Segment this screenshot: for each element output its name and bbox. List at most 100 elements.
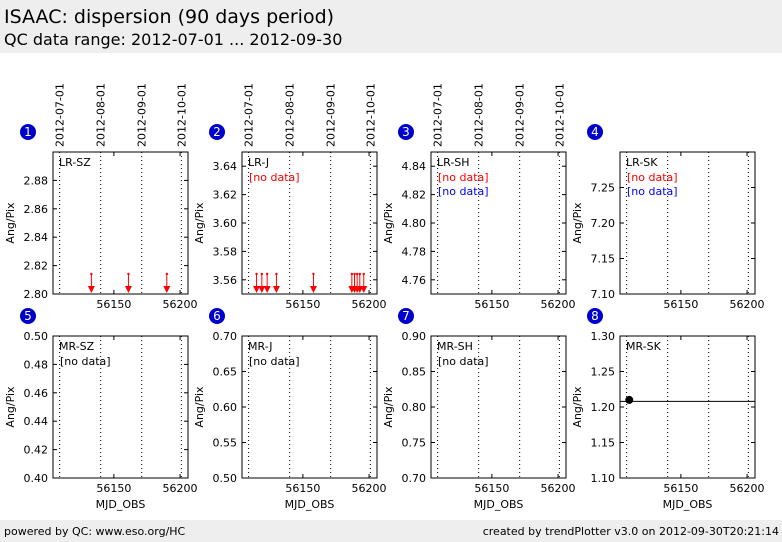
- marker-arrow: [272, 286, 280, 293]
- y-tick-label: 7.25: [591, 182, 616, 195]
- no-data-note: [no data]: [60, 355, 111, 368]
- no-data-note: [no data]: [438, 171, 489, 184]
- y-tick-label: 0.46: [24, 387, 49, 400]
- lower-limit-marker: [124, 272, 132, 293]
- lower-limit-marker: [360, 272, 368, 293]
- x-tick-label: 56150: [663, 298, 698, 311]
- date-tick-label: 2012-10-01: [175, 83, 188, 147]
- y-tick-label: 2.88: [24, 174, 49, 187]
- page-subtitle: QC data range: 2012-07-01 ... 2012-09-30: [4, 30, 343, 49]
- date-tick-label: 2012-10-01: [364, 83, 377, 147]
- chart-panel-6: 56150 56200 0.50 0.55 0.60 0.65 0.70 Ang/Pix MJD…: [193, 308, 387, 511]
- x-tick-label: 56150: [474, 298, 509, 311]
- y-tick-label: 0.42: [24, 444, 49, 457]
- header-bar: ISAAC: dispersion (90 days period) QC da…: [0, 0, 782, 53]
- marker-cap: [350, 272, 354, 276]
- marker-arrow: [258, 286, 266, 293]
- marker-cap: [312, 272, 315, 276]
- date-tick-label: 2012-08-01: [95, 83, 108, 147]
- y-tick-label: 0.70: [213, 330, 238, 343]
- y-tick-label: 0.48: [24, 358, 49, 371]
- footer-created: created by trendPlotter v3.0 on 2012-09-…: [482, 525, 779, 538]
- lower-limit-marker: [309, 272, 317, 293]
- chart-panel-2: 56150 56200 3.56 3.58 3.60 3.62 3.64 Ang/Pix 201…: [193, 83, 387, 311]
- panel-badge-number: 1: [24, 125, 32, 139]
- y-tick-label: 4.82: [402, 189, 427, 202]
- panel-label: MR-J: [248, 340, 273, 353]
- chart-panel-5: 56150 56200 0.40 0.42 0.44 0.46 0.48 0.50 Ang/Pi…: [4, 308, 198, 511]
- no-data-note: [no data]: [438, 185, 489, 198]
- y-tick-label: 7.15: [591, 253, 616, 266]
- date-tick-label: 2012-07-01: [432, 83, 445, 147]
- y-tick-label: 2.82: [24, 260, 49, 273]
- no-data-note: [no data]: [627, 185, 678, 198]
- marker-arrow: [87, 286, 95, 293]
- lower-limit-marker: [253, 272, 261, 293]
- lower-limit-marker: [272, 272, 280, 293]
- panel-badge: [398, 124, 414, 140]
- x-tick-label: 56200: [163, 482, 198, 495]
- no-data-note: [no data]: [438, 355, 489, 368]
- marker-arrow: [163, 286, 171, 293]
- y-tick-label: 1.10: [591, 472, 616, 485]
- chart-panel-3: 56150 56200 4.76 4.78 4.80 4.82 4.84 Ang/Pix 201…: [382, 83, 576, 311]
- marker-cap: [358, 272, 361, 276]
- x-tick-label: 56150: [96, 298, 131, 311]
- y-tick-label: 0.80: [402, 401, 427, 414]
- y-tick-label: 2.86: [24, 203, 49, 216]
- lower-limit-marker: [258, 272, 266, 293]
- lower-limit-marker: [263, 272, 271, 293]
- chart-panel-1: 56150 56200 2.80 2.82 2.84 2.86 2.88 Ang/Pix 201…: [4, 83, 198, 311]
- y-axis-label: Ang/Pix: [193, 202, 206, 244]
- date-tick-label: 2012-09-01: [136, 83, 149, 147]
- page-title: ISAAC: dispersion (90 days period): [4, 6, 335, 28]
- marker-cap: [275, 272, 278, 276]
- panel-label: MR-SZ: [59, 340, 95, 353]
- marker-arrow: [124, 286, 132, 293]
- plot-frame: [430, 335, 567, 479]
- no-data-note: [no data]: [249, 171, 300, 184]
- x-tick-label: 56200: [163, 298, 198, 311]
- y-axis-label: Ang/Pix: [193, 386, 206, 428]
- marker-cap: [90, 272, 93, 276]
- y-tick-label: 3.56: [213, 274, 238, 287]
- panel-badge-number: 2: [213, 125, 221, 139]
- panel-label: MR-SK: [626, 340, 662, 353]
- y-tick-label: 0.90: [402, 330, 427, 343]
- marker-cap: [165, 272, 169, 276]
- date-tick-label: 2012-09-01: [514, 83, 527, 147]
- marker-cap: [355, 272, 359, 276]
- y-axis-label: Ang/Pix: [382, 202, 395, 244]
- panel-badge: [20, 308, 36, 324]
- plot-frame: [619, 335, 756, 479]
- y-tick-label: 0.40: [24, 472, 49, 485]
- y-tick-label: 0.85: [402, 366, 427, 379]
- chart-panel-8: 56150 56200 1.10 1.15 1.20 1.25 1.30 Ang/Pix MJD…: [571, 308, 765, 511]
- marker-cap: [260, 272, 264, 276]
- y-axis-label: Ang/Pix: [571, 202, 584, 244]
- panel-badge: [587, 308, 603, 324]
- y-axis-label: Ang/Pix: [571, 386, 584, 428]
- x-tick-label: 56150: [285, 298, 320, 311]
- no-data-note: [no data]: [627, 171, 678, 184]
- plot-frame: [430, 151, 567, 295]
- y-tick-label: 0.70: [402, 472, 427, 485]
- x-axis-label: MJD_OBS: [285, 498, 335, 511]
- panel-label: LR-J: [248, 156, 269, 169]
- y-tick-label: 3.62: [213, 189, 238, 202]
- plot-frame: [52, 335, 189, 479]
- chart-panel-7: 56150 56200 0.70 0.75 0.80 0.85 0.90 Ang/Pix MJD…: [382, 308, 576, 511]
- marker-arrow: [360, 286, 368, 293]
- marker-cap: [127, 272, 130, 276]
- lower-limit-marker: [87, 272, 95, 293]
- date-tick-label: 2012-10-01: [553, 83, 566, 147]
- panel-badge-number: 3: [402, 125, 410, 139]
- panel-label: LR-SH: [437, 156, 470, 169]
- y-tick-label: 7.20: [591, 217, 616, 230]
- x-tick-label: 56150: [96, 482, 131, 495]
- y-tick-label: 0.50: [213, 472, 238, 485]
- x-tick-label: 56200: [730, 298, 765, 311]
- no-data-note: [no data]: [249, 355, 300, 368]
- plot-frame: [241, 151, 378, 295]
- panel-badge-number: 8: [591, 309, 599, 323]
